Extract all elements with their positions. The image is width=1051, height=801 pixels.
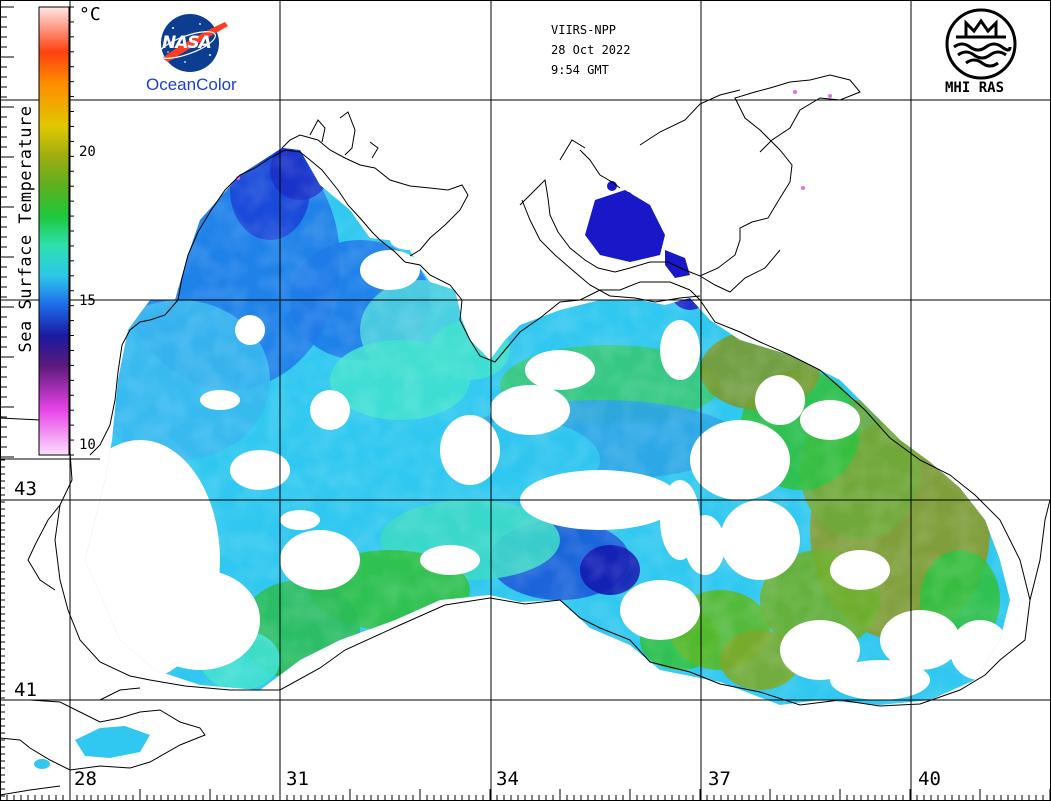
- lon-label-28: 28: [74, 768, 97, 790]
- date-label: 28 Oct 2022: [551, 43, 631, 57]
- mhi-ras-label: MHI RAS: [945, 80, 1005, 96]
- azov-sst-field: [236, 90, 832, 278]
- sensor-label: VIIRS-NPP: [551, 23, 617, 37]
- lon-label-31: 31: [286, 768, 309, 790]
- lon-label-37: 37: [708, 768, 731, 790]
- nasa-wordmark: NASA: [162, 33, 212, 53]
- colorbar-tick-10: 10: [79, 437, 96, 453]
- lon-label-40: 40: [918, 768, 941, 790]
- colorbar-tick-20: 20: [79, 144, 96, 160]
- mhi-ras-logo-icon: [945, 8, 1017, 80]
- colorbar: [0, 6, 74, 458]
- marmara-sst-field: [34, 726, 150, 769]
- lon-label-34: 34: [496, 768, 519, 790]
- lat-label-43: 43: [14, 478, 37, 500]
- time-label: 9:54 GMT: [551, 63, 609, 77]
- lat-label-41: 41: [14, 679, 37, 701]
- oceancolor-wordmark: OceanColor: [146, 75, 237, 94]
- coastline: [0, 74, 1051, 796]
- nasa-logo: [158, 14, 228, 72]
- axis-ticks: [0, 459, 1051, 801]
- colorbar-tick-15: 15: [79, 293, 96, 309]
- colorbar-unit: °C: [79, 4, 101, 25]
